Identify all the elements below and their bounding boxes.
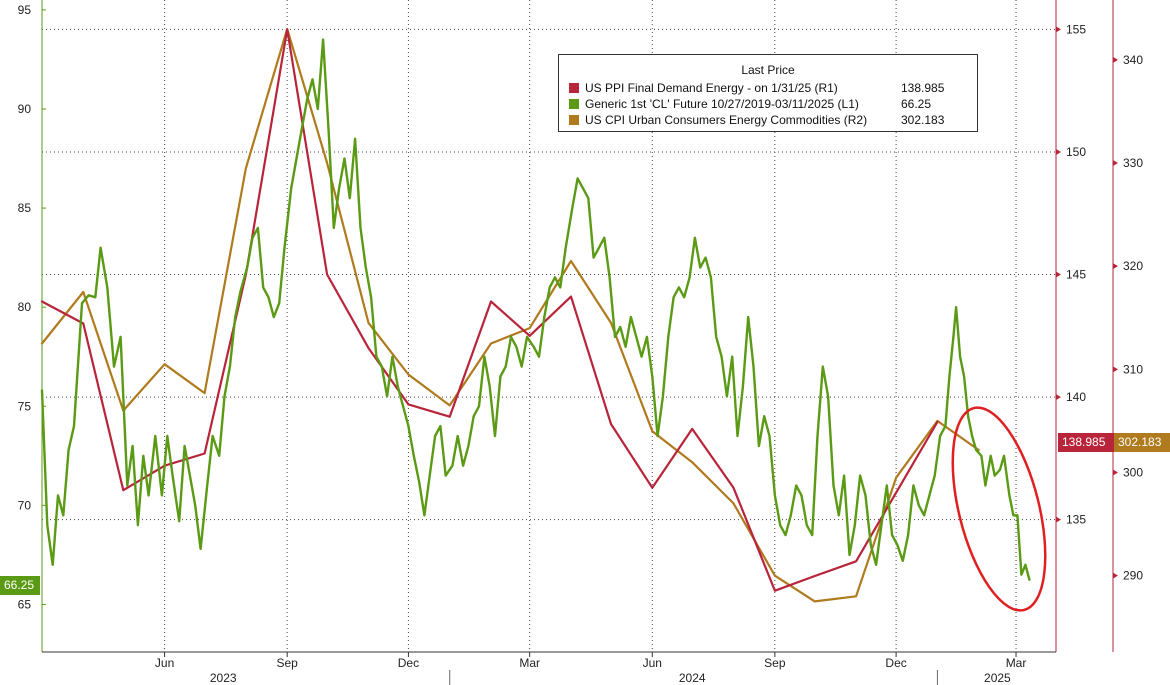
last-price-tag-cl: 66.25 (0, 576, 40, 595)
x-axis-month-label: Mar (519, 656, 540, 670)
legend-item-ppi: US PPI Final Demand Energy - on 1/31/25 … (569, 81, 944, 97)
x-axis-month-label: Jun (155, 656, 174, 670)
left-axis-tick-label: 65 (18, 597, 32, 611)
x-axis-month-label: Jun (643, 656, 662, 670)
left-axis-tick-label: 95 (18, 3, 32, 17)
left-axis-tick-label: 85 (18, 201, 32, 215)
x-axis-year-label: 2025 (984, 671, 1011, 685)
legend-title: Last Price (741, 63, 795, 77)
x-axis-month-label: Dec (885, 656, 906, 670)
annotation-circle (951, 406, 1047, 612)
right-axis-r1-tick-mark (1056, 516, 1061, 523)
right-axis-r2-tick-mark (1113, 56, 1118, 63)
right-axis-r1-tick-mark (1056, 271, 1061, 278)
legend-label-cpi: US CPI Urban Consumers Energy Commoditie… (585, 113, 868, 127)
legend-value-cl-future: 66.25 (901, 97, 932, 111)
x-axis-year-label: 2024 (679, 671, 706, 685)
legend-item-cl-future: Generic 1st 'CL' Future 10/27/2019-03/11… (569, 97, 931, 113)
legend-item-cpi: US CPI Urban Consumers Energy Commoditie… (569, 113, 944, 129)
right-axis-r2-tick-label: 290 (1123, 569, 1143, 583)
right-axis-r2-tick-label: 340 (1123, 53, 1143, 67)
right-axis-r2-tick-label: 310 (1123, 362, 1143, 376)
left-axis-tick-label: 90 (18, 102, 32, 116)
right-axis-r2-tick-label: 300 (1123, 465, 1143, 479)
right-axis-r1-tick-label: 135 (1066, 513, 1086, 527)
x-axis-year-label: 2023 (210, 671, 237, 685)
x-axis-month-label: Sep (764, 656, 786, 670)
legend-label-cl-future: Generic 1st 'CL' Future 10/27/2019-03/11… (585, 97, 859, 111)
series-lines (40, 27, 1031, 603)
last-price-tag-ppi: 138.985 (1058, 433, 1114, 452)
right-axis-r1-tick-mark (1056, 26, 1061, 33)
right-axis-r2-tick-mark (1113, 469, 1118, 476)
series-line-cpi (40, 27, 980, 603)
right-axis-r2-tick-mark (1113, 572, 1118, 579)
right-axis-r1-tick-label: 145 (1066, 268, 1086, 282)
right-axis-r2-tick-mark (1113, 160, 1118, 166)
legend-value-ppi: 138.985 (901, 81, 945, 95)
x-axis-month-label: Sep (276, 656, 298, 670)
x-axis-month-label: Dec (398, 656, 419, 670)
series-line-ppi (40, 28, 939, 592)
legend-value-cpi: 302.183 (901, 113, 945, 127)
legend-swatch-ppi (569, 83, 579, 93)
right-axis-r1-tick-mark (1056, 394, 1061, 401)
last-price-tag-cpi: 302.183 (1114, 433, 1170, 452)
left-axis-tick-label: 70 (18, 498, 32, 512)
right-axis-r1-tick-label: 155 (1066, 22, 1086, 36)
series-line-cl-future (40, 38, 1031, 581)
legend: Last Price US PPI Final Demand Energy - … (558, 54, 978, 132)
right-axis-r2-tick-mark (1113, 263, 1118, 270)
axes: 65 70 75 80 85 90 95 135 140 145 150 155 290 300 310 32… (18, 0, 1143, 685)
right-axis-r2-tick-mark (1113, 366, 1118, 373)
legend-label-ppi: US PPI Final Demand Energy - on 1/31/25 … (585, 81, 838, 95)
left-axis-tick-label: 80 (18, 300, 32, 314)
legend-swatch-cpi (569, 115, 579, 125)
left-axis-tick-label: 75 (18, 399, 32, 413)
right-axis-r2-tick-label: 330 (1123, 156, 1143, 170)
legend-swatch-cl-future (569, 99, 579, 109)
right-axis-r1-tick-label: 150 (1066, 145, 1086, 159)
right-axis-r1-tick-mark (1056, 148, 1061, 155)
right-axis-r2-tick-label: 320 (1123, 259, 1143, 273)
x-axis-month-label: Mar (1006, 656, 1027, 670)
right-axis-r1-tick-label: 140 (1066, 390, 1086, 404)
